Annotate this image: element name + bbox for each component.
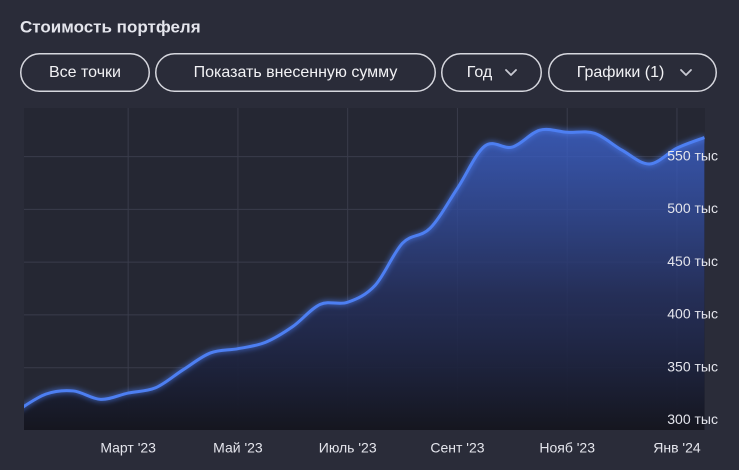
x-tick-label: Июль '23 xyxy=(319,440,377,456)
button[interactable]: Графики (1) xyxy=(548,53,717,92)
button-label: Показать внесенную сумму xyxy=(194,64,398,81)
x-tick-label: Март '23 xyxy=(100,440,156,456)
y-tick-label: 550 тыс xyxy=(667,147,718,163)
y-tick-label: 500 тыс xyxy=(667,200,718,216)
button[interactable]: Год xyxy=(441,53,542,92)
chart-title: Стоимость портфеля xyxy=(20,17,201,36)
chevron-icon xyxy=(505,69,517,76)
button-frame xyxy=(155,53,436,92)
y-tick-label: 400 тыс xyxy=(667,306,718,322)
line xyxy=(24,127,705,409)
button-label: Все точки xyxy=(49,64,121,81)
x-tick-label: Май '23 xyxy=(213,440,263,456)
x-tick-label: Сент '23 xyxy=(430,440,484,456)
button-frame xyxy=(441,53,542,92)
button-frame xyxy=(20,53,150,92)
y-tick-label: 350 тыс xyxy=(667,358,718,374)
x-tick-label: Янв '24 xyxy=(653,440,701,456)
button-label: Год xyxy=(467,64,493,81)
button-label: Графики (1) xyxy=(577,64,665,81)
y-tick-label: 300 тыс xyxy=(667,411,718,427)
button[interactable]: Все точки xyxy=(20,53,150,92)
button[interactable]: Показать внесенную сумму xyxy=(155,53,436,92)
x-tick-label: Нояб '23 xyxy=(539,440,595,456)
chevron-icon xyxy=(680,69,692,76)
y-tick-label: 450 тыс xyxy=(667,253,718,269)
area-fill xyxy=(24,129,705,430)
button-frame xyxy=(548,53,717,92)
